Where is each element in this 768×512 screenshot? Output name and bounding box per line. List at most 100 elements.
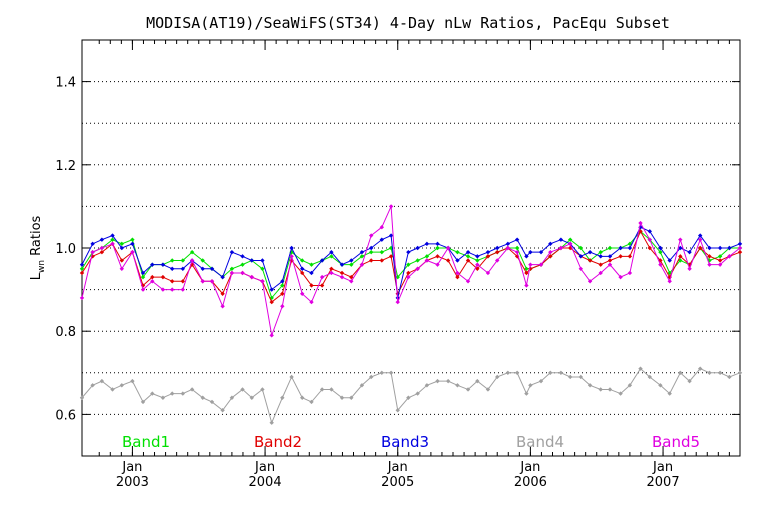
series-band4 [79,366,743,425]
data-point [638,220,643,226]
data-point [260,266,265,271]
data-point [339,274,345,280]
data-point [119,266,124,271]
data-point [587,279,593,284]
data-point [445,378,451,384]
data-point [119,258,124,263]
data-point [465,279,471,284]
data-point [110,387,115,392]
data-point [280,283,285,288]
data-point [309,262,314,267]
data-point [369,233,374,238]
data-point [627,270,633,276]
data-point [170,258,175,263]
data-point [737,249,743,255]
data-point [319,258,325,263]
data-point [289,374,294,380]
data-point [269,299,274,305]
data-point [627,254,633,259]
data-point [369,374,374,380]
data-point [200,279,205,284]
data-point [90,383,95,388]
data-point [209,279,215,284]
data-point [505,370,511,375]
data-point [465,387,471,392]
series-band3 [79,225,743,301]
data-point [558,370,564,375]
data-point [514,237,520,242]
data-point [280,291,285,296]
data-point [415,266,420,271]
data-point [280,395,285,400]
data-point [379,225,385,230]
series-line-band1 [81,230,740,299]
data-point [465,249,471,255]
data-point [229,395,235,400]
data-point [260,258,265,263]
data-point [678,237,683,242]
data-point [99,245,105,251]
data-point [329,266,334,271]
data-point [319,283,325,288]
data-point [140,274,146,280]
data-point [200,395,205,400]
data-point [280,304,285,309]
data-point [359,383,365,388]
data-point [475,258,480,263]
data-point [607,245,613,251]
data-point [140,399,146,405]
data-point [329,249,334,255]
data-point [485,249,491,255]
data-point [300,258,305,263]
legend-label-band1: Band1 [122,433,170,451]
data-point [79,295,85,301]
data-point [707,262,712,267]
data-point [369,245,374,251]
data-point [229,249,235,255]
data-point [465,258,471,263]
data-point [627,245,633,251]
data-point [598,249,603,255]
data-point [618,245,623,251]
data-point [79,395,85,400]
data-point [329,254,334,259]
data-point [578,374,584,380]
data-point [180,391,186,396]
y-tick-label: 1.4 [55,76,76,91]
data-point [189,249,195,255]
data-point [359,262,365,267]
data-point [90,241,95,247]
data-point [180,258,186,263]
data-point [598,270,603,276]
y-tick-label: 1.2 [55,159,76,174]
data-point [727,374,732,380]
x-tick-month: Jan [387,460,408,475]
data-point [687,378,692,384]
gridlines [82,81,740,415]
data-point [658,262,663,267]
data-point [424,383,430,388]
data-point [160,395,166,400]
legend-label-band2: Band2 [254,433,302,451]
data-point [698,237,703,242]
data-point [567,241,573,247]
data-point [524,266,529,271]
data-point [260,387,265,392]
data-point [485,387,491,392]
data-point [514,249,520,255]
data-point [406,270,411,276]
data-point [667,274,672,280]
data-point [300,395,305,400]
data-point [349,258,354,263]
data-point [249,258,255,263]
data-point [727,245,732,251]
data-point [435,254,440,259]
data-point [289,245,294,251]
data-point [406,262,411,267]
data-point [379,258,385,263]
data-point [395,299,400,305]
data-point [524,270,529,276]
data-point [698,366,703,371]
data-point [567,237,573,242]
